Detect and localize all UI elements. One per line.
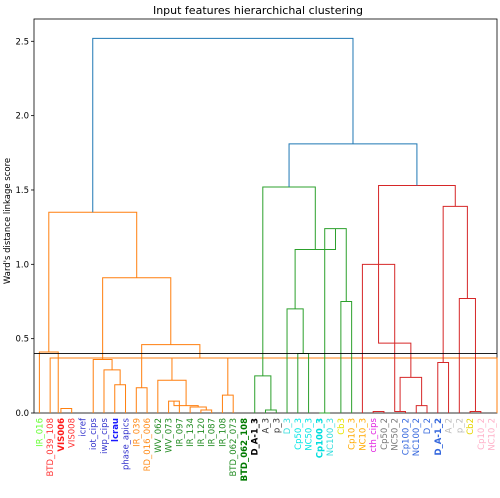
leaf-label: IR_087 <box>208 418 218 447</box>
dendrogram-link <box>442 205 468 363</box>
leaf-label: phase_apics <box>122 417 132 470</box>
leaf-label: icref <box>78 417 88 437</box>
leaf-label: D_3 <box>283 418 293 434</box>
dendrogram-link <box>415 405 428 413</box>
leaf-label: IR_097 <box>175 418 185 447</box>
leaf-label: VIS006 <box>57 418 67 452</box>
leaf-label: Cp100_2 <box>401 418 411 455</box>
dendrogram-link <box>265 409 277 413</box>
leaf-label: D_A-1_3 <box>251 418 261 456</box>
leaf-label: NC50_3 <box>305 418 315 451</box>
leaf-label: BTD_062_108 <box>240 418 250 481</box>
dendrogram-link <box>92 358 113 413</box>
y-tick-label: 0.0 <box>15 409 29 419</box>
y-tick-label: 1.0 <box>15 260 29 270</box>
leaf-label: cth_cips <box>369 417 379 452</box>
dendrogram-link <box>288 143 418 188</box>
y-tick-label: 0.5 <box>15 335 29 345</box>
y-tick-label: 2.0 <box>15 112 29 122</box>
leaf-label: A_3 <box>262 418 272 433</box>
leaf-label: WV_062 <box>154 418 164 453</box>
leaf-label: NC10_2 <box>488 418 498 451</box>
dendrogram-link <box>114 384 127 413</box>
dendrogram-link <box>340 300 353 413</box>
leaf-label: RD_016_006 <box>143 418 153 471</box>
dendrogram-link <box>262 186 316 376</box>
leaf-label: Cp10_3 <box>348 418 358 450</box>
dendrogram-link <box>102 277 172 360</box>
dendrogram-link <box>48 211 138 353</box>
leaf-label: A_2 <box>445 418 455 433</box>
leaf-label: Cp10_2 <box>477 418 487 450</box>
leaf-label: Cp100_3 <box>315 418 325 458</box>
y-tick-label: 1.5 <box>15 186 29 196</box>
leaf-label: p_3 <box>272 418 282 433</box>
dendrogram-link <box>286 308 304 413</box>
leaf-label: NC100_2 <box>412 418 422 456</box>
leaf-label: VIS008 <box>68 418 78 448</box>
dendrogram-link <box>297 353 310 413</box>
leaf-label: IR_134 <box>186 418 196 447</box>
leaf-label: IR_039 <box>132 418 142 447</box>
dendrogram-link <box>378 185 456 265</box>
dendrogram-link <box>254 375 272 413</box>
leaf-label: Cp50_3 <box>294 418 304 450</box>
dendrogram-link <box>60 408 73 413</box>
dendrogram-link <box>324 228 347 413</box>
leaf-label: NC50_2 <box>391 418 401 451</box>
leaf-label: IR_120 <box>197 418 207 447</box>
leaf-label: NC100_3 <box>326 418 336 456</box>
leaf-label: p_2 <box>455 418 465 433</box>
dendrogram-link <box>437 361 450 413</box>
dendrogram-link <box>189 406 207 413</box>
dendrogram-link <box>157 379 187 413</box>
leaf-label: D_2 <box>423 418 433 434</box>
leaf-label: lcrau <box>111 418 121 442</box>
leaf-label: Cb3 <box>337 418 347 435</box>
dendrogram-link <box>92 37 354 213</box>
dendrogram-link <box>49 357 498 413</box>
leaf-label: BTD_062_073 <box>229 418 239 477</box>
dendrogram-link <box>399 376 423 412</box>
leaf-label: Cb2 <box>466 418 476 435</box>
leaf-label: IR_016 <box>35 418 45 447</box>
leaf-label: NC10_3 <box>358 418 368 451</box>
dendrogram-link <box>200 409 213 413</box>
leaf-label: iot_cips <box>89 417 99 450</box>
y-axis-label: Ward's distance linkage score <box>3 158 13 284</box>
leaf-label: WV_073 <box>165 418 175 453</box>
dendrogram-link <box>378 264 412 378</box>
dendrogram-link <box>221 394 234 413</box>
dendrogram-link <box>171 357 229 396</box>
dendrogram-link <box>372 411 385 413</box>
chart-title: Input features hierarchichal clustering <box>153 4 363 17</box>
dendrogram-link <box>135 387 148 413</box>
leaf-label: Cp50_2 <box>380 418 390 450</box>
leaf-label: D_A-1_2 <box>434 418 444 456</box>
dendrogram-link <box>103 369 121 413</box>
leaf-label: IR_108 <box>218 418 228 447</box>
dendrogram-link <box>294 228 336 309</box>
plot-area: 0.00.51.01.52.02.5IR_016 BTD_039_108 VIS00… <box>15 18 498 481</box>
leaf-label: iwp_cips <box>100 417 110 453</box>
dendrogram-link <box>141 344 201 388</box>
dendrogram-link <box>38 351 59 413</box>
y-tick-label: 2.5 <box>15 37 29 47</box>
dendrogram-link <box>458 298 476 413</box>
dendrogram-link <box>361 263 396 413</box>
leaf-label: BTD_039_108 <box>46 418 56 477</box>
